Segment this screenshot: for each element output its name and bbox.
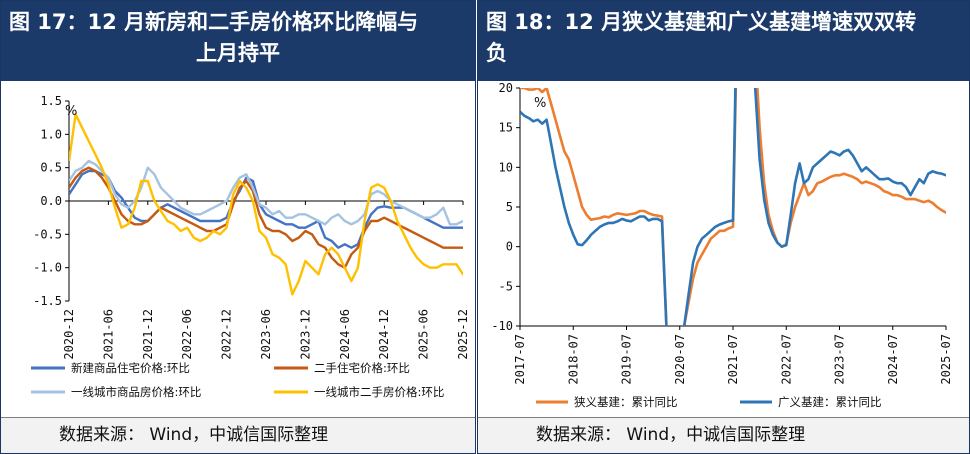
left-ytick-label: 1.0 xyxy=(40,127,62,141)
left-chart-panel: 图 17：12 月新房和二手房价格环比降幅与 上月持平 1.5 1.0 0.5 0.0… xyxy=(0,0,476,454)
left-ytick-label: -0.5 xyxy=(33,227,62,241)
left-xtick-label: 2021-12 xyxy=(141,309,155,360)
right-ytick-label: -5 xyxy=(499,279,513,293)
left-chart-title: 图 17：12 月新房和二手房价格环比降幅与 上月持平 xyxy=(1,1,475,81)
right-series-line-2 xyxy=(520,88,946,326)
left-ytick-label: 0.5 xyxy=(40,161,62,175)
left-ytick-label: 1.5 xyxy=(40,94,62,108)
left-title-line1: 图 17：12 月新房和二手房价格环比降幅与 xyxy=(9,10,419,34)
left-series-line-1 xyxy=(69,169,463,249)
right-xtick-label: 2025-07 xyxy=(939,334,953,385)
left-legend-label-1: 新建商品住宅价格:环比 xyxy=(71,361,190,375)
right-legend-label-2: 广义基建：累计同比 xyxy=(778,395,882,409)
left-xtick-label: 2022-12 xyxy=(220,309,234,360)
right-ytick-label: 15 xyxy=(499,121,513,135)
left-legend-label-3: 一线城市商品房价格:环比 xyxy=(71,385,201,399)
right-ytick-label: 20 xyxy=(499,81,513,95)
left-xtick-label: 2025-12 xyxy=(456,309,470,360)
right-ytick-label: 5 xyxy=(506,200,513,214)
left-ytick-label: 0.0 xyxy=(40,194,62,208)
right-source-note: 数据来源： Wind，中诚信国际整理 xyxy=(478,417,969,453)
left-xtick-label: 2025-06 xyxy=(417,309,431,360)
left-series-line-3 xyxy=(69,159,463,226)
left-series-line-2 xyxy=(69,166,463,269)
right-title-line2: 负 xyxy=(486,41,507,65)
left-ytick-label: -1.5 xyxy=(33,294,62,308)
right-xtick-label: 2017-07 xyxy=(513,334,527,385)
left-series-line-4 xyxy=(69,113,463,296)
right-xtick-label: 2021-07 xyxy=(726,334,740,385)
left-title-line2: 上月持平 xyxy=(196,41,280,65)
left-xtick-label: 2023-12 xyxy=(298,309,312,360)
right-xtick-label: 2023-07 xyxy=(833,334,847,385)
left-xtick-label: 2023-06 xyxy=(259,309,273,360)
left-xtick-label: 2022-06 xyxy=(180,309,194,360)
left-xtick-label: 2021-06 xyxy=(101,309,115,360)
right-chart-title: 图 18：12 月狭义基建和广义基建增速双双转 负 xyxy=(478,1,969,81)
right-chart-panel: 图 18：12 月狭义基建和广义基建增速双双转 负 20 15 10 5 0 -5 -10 2… xyxy=(477,0,970,454)
left-xtick-label: 2024-12 xyxy=(377,309,391,360)
left-series-group xyxy=(69,113,463,296)
left-ytick-label: -1.0 xyxy=(33,261,62,275)
right-series-line-1 xyxy=(520,88,946,326)
left-xtick-label: 2024-06 xyxy=(338,309,352,360)
right-series-group xyxy=(520,88,946,326)
right-ytick-label: 10 xyxy=(499,160,513,174)
left-legend-label-2: 二手住宅价格:环比 xyxy=(314,361,410,375)
right-ytick-label: 0 xyxy=(506,240,513,254)
right-xtick-label: 2019-07 xyxy=(620,334,634,385)
right-ytick-label: -10 xyxy=(491,319,513,333)
left-legend-label-4: 一线城市二手房价格:环比 xyxy=(314,385,444,399)
left-xtick-label: 2020-12 xyxy=(62,309,76,360)
right-unit-label: % xyxy=(534,96,546,111)
right-title-line1: 图 18：12 月狭义基建和广义基建增速双双转 xyxy=(486,10,917,34)
right-legend-label-1: 狭义基建：累计同比 xyxy=(574,395,678,409)
left-unit-label: % xyxy=(65,104,77,119)
right-xtick-label: 2024-07 xyxy=(886,334,900,385)
left-source-note: 数据来源： Wind，中诚信国际整理 xyxy=(1,417,475,453)
right-xtick-label: 2020-07 xyxy=(673,334,687,385)
right-xtick-label: 2022-07 xyxy=(779,334,793,385)
right-xtick-label: 2018-07 xyxy=(566,334,580,385)
